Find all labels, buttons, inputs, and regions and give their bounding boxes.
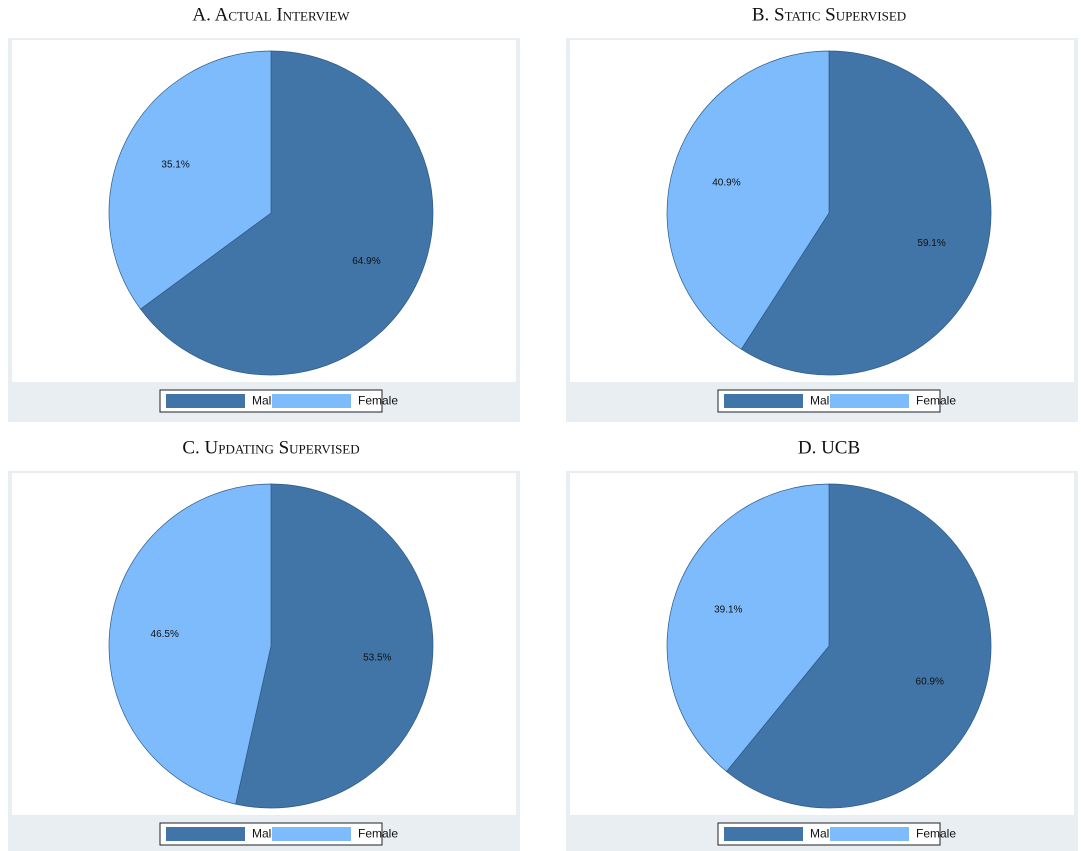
pie-slice bbox=[740, 50, 992, 376]
chart-title: B. Static Supervised bbox=[752, 4, 906, 25]
pie-slice bbox=[140, 50, 434, 376]
chart-title: A. Actual Interview bbox=[192, 4, 350, 25]
legend-swatch bbox=[166, 394, 245, 408]
legend-swatch bbox=[272, 394, 351, 408]
slice-label: 64.9% bbox=[352, 256, 380, 267]
legend-label: Female bbox=[358, 394, 398, 408]
pie-slice bbox=[235, 483, 434, 809]
chart-title: D. UCB bbox=[798, 437, 860, 458]
pie-slice bbox=[666, 50, 830, 350]
legend-swatch bbox=[830, 827, 909, 841]
slice-label: 53.5% bbox=[363, 652, 391, 663]
legend-swatch bbox=[830, 394, 909, 408]
legend-label: Male bbox=[810, 827, 836, 841]
legend-label: Male bbox=[252, 827, 278, 841]
pie-slice bbox=[666, 483, 830, 772]
slice-label: 40.9% bbox=[712, 177, 740, 188]
slice-label: 59.1% bbox=[917, 238, 945, 249]
slice-label: 35.1% bbox=[161, 159, 189, 170]
chart-title: C. Updating Supervised bbox=[182, 437, 359, 458]
legend-label: Male bbox=[810, 394, 836, 408]
legend-swatch bbox=[272, 827, 351, 841]
legend-swatch bbox=[724, 394, 803, 408]
legend-label: Male bbox=[252, 394, 278, 408]
legend-label: Female bbox=[358, 827, 398, 841]
slice-label: 46.5% bbox=[151, 629, 179, 640]
legend-swatch bbox=[166, 827, 245, 841]
legend-label: Female bbox=[916, 394, 956, 408]
legend-label: Female bbox=[916, 827, 956, 841]
slice-label: 60.9% bbox=[916, 677, 944, 688]
legend-swatch bbox=[724, 827, 803, 841]
pie-slice bbox=[108, 483, 272, 805]
pie-slice bbox=[726, 483, 992, 809]
pie-slice bbox=[108, 50, 272, 310]
slice-label: 39.1% bbox=[714, 605, 742, 616]
